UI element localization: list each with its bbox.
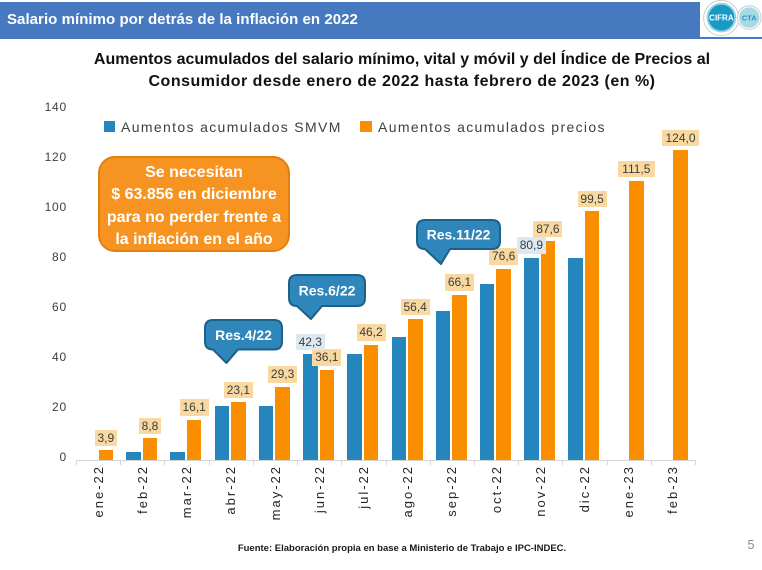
svg-text:CTA: CTA xyxy=(742,13,757,22)
svg-text:Res.4/22: Res.4/22 xyxy=(215,327,272,343)
svg-text:CIFRA: CIFRA xyxy=(709,14,734,23)
svg-text:Res.11/22: Res.11/22 xyxy=(427,227,491,243)
svg-text:Res.6/22: Res.6/22 xyxy=(299,283,356,299)
